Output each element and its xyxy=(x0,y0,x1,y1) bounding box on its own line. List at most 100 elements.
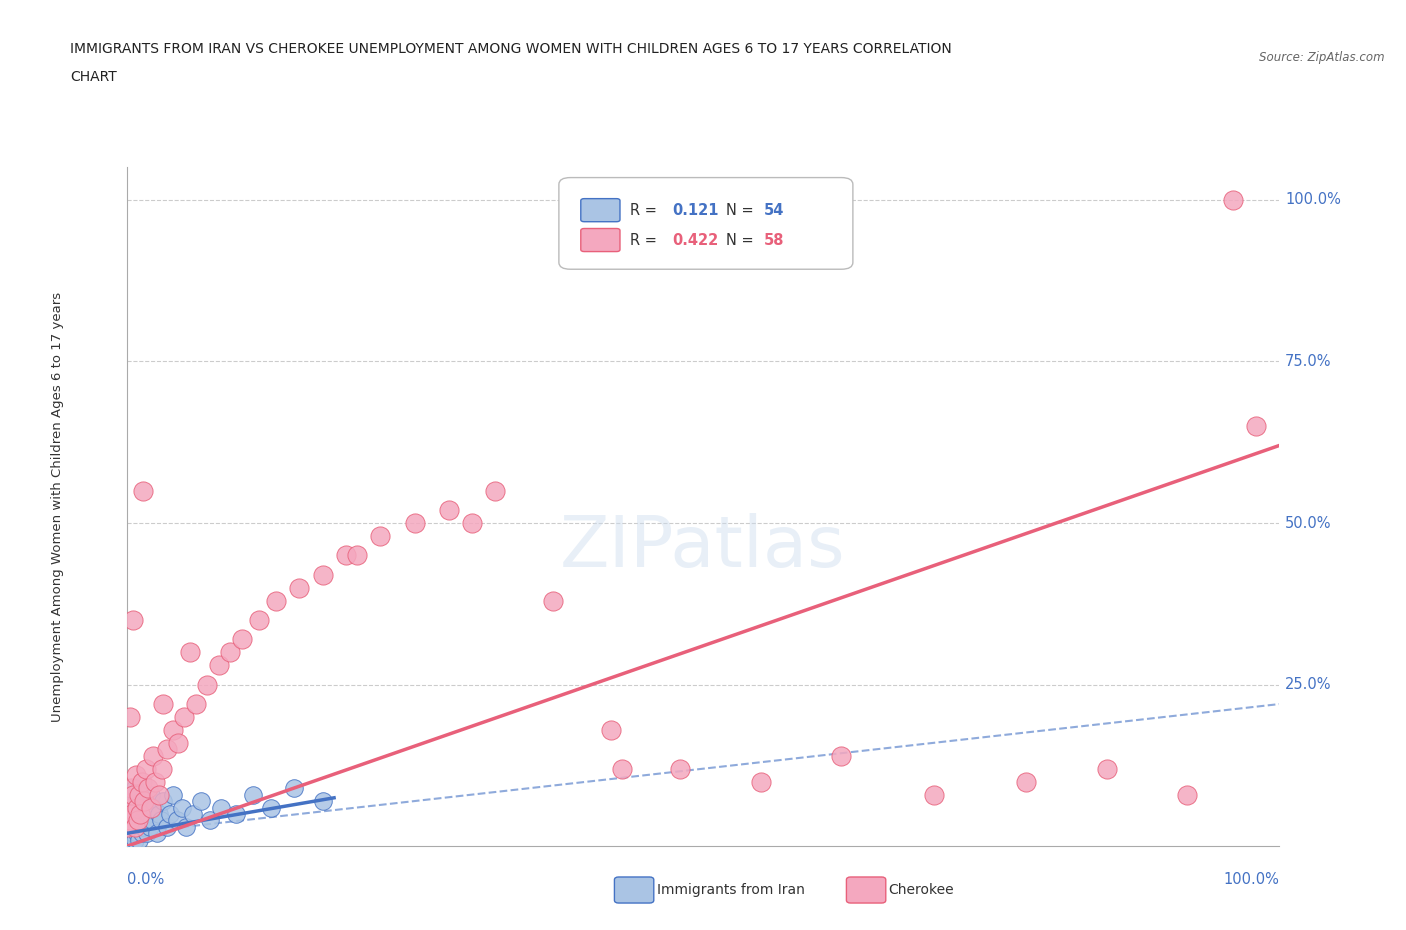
Point xyxy=(749,774,772,789)
Point xyxy=(120,780,142,795)
Point xyxy=(156,742,179,757)
Text: Immigrants from Iran: Immigrants from Iran xyxy=(657,883,804,897)
Point xyxy=(131,484,153,498)
Point xyxy=(150,813,173,828)
FancyBboxPatch shape xyxy=(581,229,620,252)
Point xyxy=(122,806,145,821)
Point xyxy=(1015,774,1038,789)
Point xyxy=(219,644,242,659)
Point xyxy=(142,749,165,764)
Point xyxy=(922,787,945,802)
Point xyxy=(183,806,205,821)
Point xyxy=(152,697,174,711)
Text: Unemployment Among Women with Children Ages 6 to 17 years: Unemployment Among Women with Children A… xyxy=(51,292,63,722)
Point xyxy=(166,813,188,828)
Point xyxy=(1246,418,1268,433)
Point xyxy=(138,780,160,795)
Text: R =: R = xyxy=(630,232,662,247)
Point xyxy=(118,826,141,841)
Point xyxy=(159,806,181,821)
FancyBboxPatch shape xyxy=(581,199,620,221)
Point xyxy=(439,502,461,517)
Text: 50.0%: 50.0% xyxy=(1285,515,1331,530)
Point xyxy=(117,832,139,847)
Point xyxy=(118,800,141,815)
Point xyxy=(141,813,163,828)
Point xyxy=(259,800,281,815)
Point xyxy=(484,484,506,498)
FancyBboxPatch shape xyxy=(558,178,853,270)
Text: 54: 54 xyxy=(763,203,785,218)
Text: IMMIGRANTS FROM IRAN VS CHEROKEE UNEMPLOYMENT AMONG WOMEN WITH CHILDREN AGES 6 T: IMMIGRANTS FROM IRAN VS CHEROKEE UNEMPLO… xyxy=(70,42,952,56)
Point xyxy=(122,826,145,841)
Point xyxy=(125,800,148,815)
Point xyxy=(124,780,146,795)
Point xyxy=(131,819,153,834)
Point xyxy=(283,780,305,795)
Point xyxy=(129,793,152,808)
Point xyxy=(162,787,184,802)
Point xyxy=(208,658,231,672)
Text: Source: ZipAtlas.com: Source: ZipAtlas.com xyxy=(1260,51,1385,64)
Point xyxy=(173,710,195,724)
Point xyxy=(179,644,201,659)
Point xyxy=(156,819,179,834)
Point xyxy=(121,806,143,821)
Point xyxy=(118,710,141,724)
Point xyxy=(127,787,149,802)
Point xyxy=(209,800,232,815)
Point xyxy=(139,787,162,802)
Text: Cherokee: Cherokee xyxy=(889,883,955,897)
Text: R =: R = xyxy=(630,203,662,218)
Text: ZIPatlas: ZIPatlas xyxy=(560,513,846,582)
Point xyxy=(125,806,148,821)
Point xyxy=(152,793,174,808)
Point xyxy=(669,762,692,777)
Point xyxy=(121,819,143,834)
Point xyxy=(148,787,170,802)
Point xyxy=(118,800,141,815)
Point xyxy=(129,813,152,828)
Point xyxy=(335,548,357,563)
Point xyxy=(461,515,484,530)
Point xyxy=(128,787,150,802)
Point xyxy=(145,826,167,841)
Point xyxy=(135,793,157,808)
Point xyxy=(125,768,148,783)
Point xyxy=(117,819,139,834)
Point xyxy=(127,819,149,834)
Point xyxy=(150,762,173,777)
Point xyxy=(145,774,166,789)
Point xyxy=(138,819,160,834)
Point xyxy=(242,787,264,802)
Point xyxy=(1175,787,1198,802)
Point xyxy=(128,832,150,847)
Point xyxy=(134,813,156,828)
Point xyxy=(136,826,159,841)
Point xyxy=(225,806,247,821)
Text: 75.0%: 75.0% xyxy=(1285,354,1331,369)
Point xyxy=(176,819,198,834)
Point xyxy=(138,806,160,821)
Text: 100.0%: 100.0% xyxy=(1285,193,1341,207)
Text: 0.121: 0.121 xyxy=(672,203,718,218)
Point xyxy=(118,819,141,834)
Text: CHART: CHART xyxy=(70,70,117,84)
Point xyxy=(311,567,333,582)
Point xyxy=(118,813,141,828)
Point xyxy=(148,806,170,821)
Point xyxy=(190,793,212,808)
Text: 0.0%: 0.0% xyxy=(127,872,163,887)
Point xyxy=(132,800,155,815)
Text: 100.0%: 100.0% xyxy=(1223,872,1279,887)
Point xyxy=(125,813,148,828)
Point xyxy=(128,800,150,815)
Point xyxy=(143,800,166,815)
Point xyxy=(599,723,621,737)
Point xyxy=(135,762,157,777)
Text: 0.422: 0.422 xyxy=(672,232,718,247)
Point xyxy=(120,832,142,847)
Point xyxy=(118,787,141,802)
Point xyxy=(129,806,152,821)
Point xyxy=(120,813,142,828)
